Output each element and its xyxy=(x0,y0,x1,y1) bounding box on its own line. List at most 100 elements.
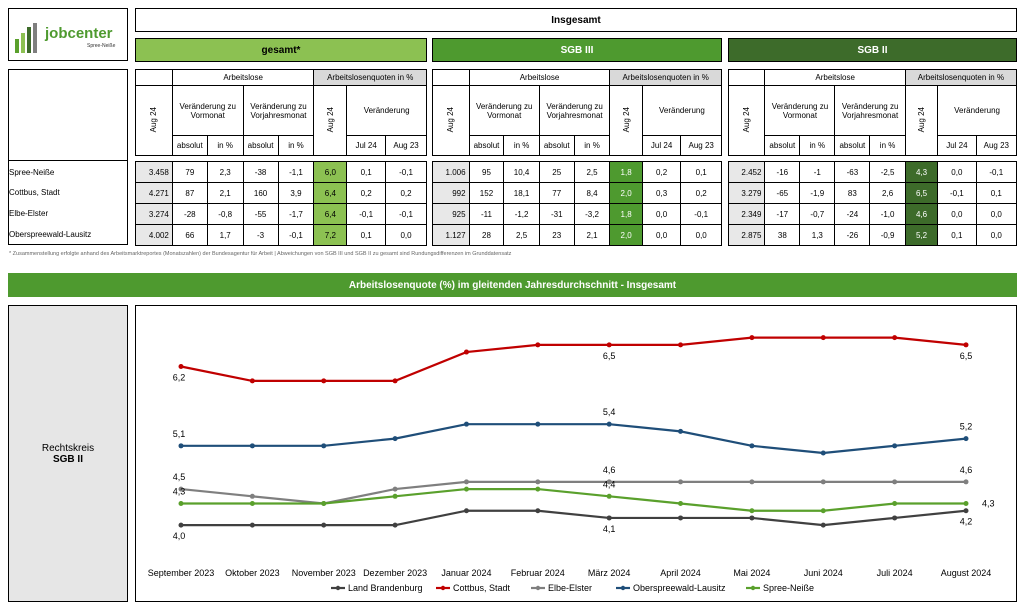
header-absolut: absolut xyxy=(538,135,575,156)
x-tick-label: November 2023 xyxy=(292,568,356,578)
table-cell: 1.127 xyxy=(432,224,470,246)
table-cell: 2,3 xyxy=(206,161,244,183)
table-cell: 992 xyxy=(432,182,470,204)
table-row: 1.006 95 10,4 25 2,5 1,8 0,2 0,1 xyxy=(432,161,722,183)
table-cell: 2,1 xyxy=(206,182,244,204)
table-cell: 2,5 xyxy=(503,224,540,246)
table-cell: 4.002 xyxy=(135,224,173,246)
table-cell: -11 xyxy=(468,203,505,225)
data-point xyxy=(892,479,898,485)
table-cell: -1 xyxy=(799,161,836,183)
series-line xyxy=(181,487,966,512)
series-line xyxy=(181,509,967,527)
data-point xyxy=(535,479,541,485)
data-label: 4,0 xyxy=(173,531,186,541)
data-point xyxy=(963,342,969,348)
header-jul24: Jul 24 xyxy=(346,135,387,156)
table-cell: 2,0 xyxy=(609,182,643,204)
table-cell: 83 xyxy=(834,182,871,204)
table-cell: 0,3 xyxy=(641,182,682,204)
table-cell: 7,2 xyxy=(313,224,348,246)
side-label-line2: SGB II xyxy=(52,453,83,465)
table-cell: -16 xyxy=(764,161,801,183)
header-arbeitslose: Arbeitslose xyxy=(764,69,906,86)
data-point xyxy=(392,378,398,384)
table-cell: -28 xyxy=(171,203,208,225)
header-absolut: absolut xyxy=(242,135,279,156)
data-point xyxy=(678,479,684,485)
table-cell: 5,2 xyxy=(904,224,939,246)
header-inpct: in % xyxy=(503,135,540,156)
data-point xyxy=(249,501,255,507)
data-point xyxy=(178,486,184,492)
table-cell: -17 xyxy=(764,203,801,225)
data-point xyxy=(892,501,898,507)
table-cell: -3 xyxy=(242,224,279,246)
data-point xyxy=(249,493,255,499)
header-absolut: absolut xyxy=(171,135,208,156)
header-veraenderung: Veränderung xyxy=(641,85,723,136)
table-cell: 0,0 xyxy=(937,161,977,183)
header-aug24: Aug 24 xyxy=(621,106,631,133)
x-tick-label: Juni 2024 xyxy=(804,568,843,578)
table-cell: 18,1 xyxy=(503,182,540,204)
header-jul24: Jul 24 xyxy=(641,135,682,156)
table-cell: 2,0 xyxy=(609,224,643,246)
legend-label: Elbe-Elster xyxy=(548,583,592,593)
header-absolut: absolut xyxy=(764,135,801,156)
data-point xyxy=(392,486,398,492)
data-label: 6,2 xyxy=(173,372,186,382)
table-cell: 66 xyxy=(171,224,208,246)
header-veraenderung: Veränderung xyxy=(937,85,1017,136)
x-tick-label: März 2024 xyxy=(588,568,631,578)
table-cell: 925 xyxy=(432,203,470,225)
table-cell: 152 xyxy=(468,182,505,204)
data-point xyxy=(678,501,684,507)
line-chart: September 2023 Oktober 2023 November 2023 D… xyxy=(148,335,995,593)
region-label: Cottbus, Stadt xyxy=(9,188,60,197)
data-label: 5,4 xyxy=(603,407,616,417)
data-point xyxy=(820,479,826,485)
region-label: Oberspreewald-Lausitz xyxy=(9,230,92,239)
table-cell: -0,7 xyxy=(799,203,836,225)
table-cell: 1.006 xyxy=(432,161,470,183)
header-quoten: Arbeitslosenquoten in % xyxy=(609,69,722,86)
chart-area: September 2023 Oktober 2023 November 2023 D… xyxy=(135,305,1017,602)
series-line xyxy=(181,423,967,455)
table-row: 2.452 -16 -1 -63 -2,5 4,3 0,0 -0,1 xyxy=(727,161,1018,183)
side-label: Rechtskreis SGB II xyxy=(8,305,128,602)
data-point xyxy=(321,378,327,384)
table-cell: -65 xyxy=(764,182,801,204)
table-cell: -0,8 xyxy=(206,203,244,225)
x-tick-label: Juli 2024 xyxy=(877,568,913,578)
data-point xyxy=(892,443,898,449)
data-point xyxy=(892,515,898,521)
table-cell: -1,1 xyxy=(277,161,315,183)
header-vorjahr: Veränderung zu Vorjahresmonat xyxy=(242,85,315,136)
table-cell: 8,4 xyxy=(573,182,611,204)
data-label: 5,2 xyxy=(960,422,973,432)
header-inpct: in % xyxy=(799,135,836,156)
logo-bars-icon xyxy=(15,23,37,53)
logo-name: jobcenter xyxy=(45,25,113,42)
table-cell: 4,3 xyxy=(904,161,939,183)
table-row: 992 152 18,1 77 8,4 2,0 0,3 0,2 xyxy=(432,182,722,204)
header-absolut: absolut xyxy=(834,135,871,156)
data-point xyxy=(820,508,826,514)
data-point xyxy=(606,342,612,348)
series-line xyxy=(180,480,966,505)
data-label: 4,3 xyxy=(982,499,995,509)
data-point xyxy=(178,501,184,507)
header-vormonat: Veränderung zu Vormonat xyxy=(171,85,244,136)
table-cell: 0,0 xyxy=(975,203,1018,225)
table-cell: -1,2 xyxy=(503,203,540,225)
spacer-cell xyxy=(135,69,173,86)
table-cell: -0,1 xyxy=(975,161,1018,183)
header-inpct: in % xyxy=(277,135,315,156)
table-cell: 160 xyxy=(242,182,279,204)
data-point xyxy=(820,522,826,528)
table-cell: 10,4 xyxy=(503,161,540,183)
page-title: Insgesamt xyxy=(135,8,1017,32)
table-cell: -0,1 xyxy=(385,161,427,183)
data-point xyxy=(749,335,755,341)
